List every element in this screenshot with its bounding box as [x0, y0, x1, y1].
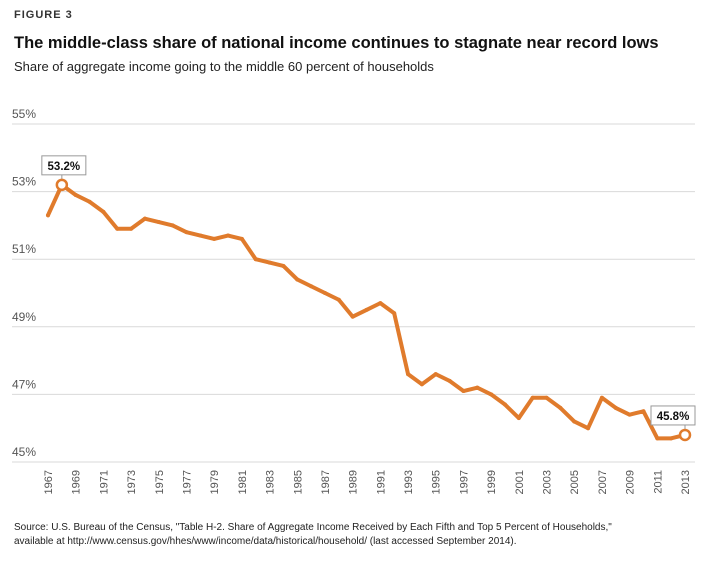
x-axis: 1967 1969 1971 1973 1975 1977 1979 1981 1983 1985… [43, 470, 692, 494]
x-tick-label: 2011 [652, 470, 664, 494]
x-tick-label: 2003 [542, 470, 554, 494]
x-tick-label: 2007 [597, 470, 609, 494]
x-tick-label: 2013 [680, 470, 692, 494]
data-point [101, 209, 106, 214]
annotations-layer: 53.2% 45.8% [41, 155, 696, 442]
y-tick-label: 47% [12, 377, 36, 391]
data-point [267, 260, 272, 265]
data-point [613, 405, 618, 410]
x-tick-label: 1967 [43, 470, 55, 494]
callout-box [650, 405, 696, 426]
x-tick-label: 1981 [237, 470, 249, 494]
data-point [655, 436, 660, 441]
data-point [253, 257, 258, 262]
x-tick-label: 1973 [126, 470, 138, 494]
x-tick-label: 2001 [514, 470, 526, 494]
data-point [322, 291, 327, 295]
data-point [198, 233, 203, 238]
x-tick-label: 1971 [98, 470, 110, 494]
x-tick-label: 1987 [320, 470, 332, 494]
x-tick-label: 1979 [209, 470, 221, 494]
x-tick-label: 1969 [71, 470, 83, 494]
x-tick-label: 1975 [154, 470, 166, 494]
data-point [309, 284, 314, 289]
x-tick-label: 1983 [265, 470, 277, 494]
data-point [295, 277, 300, 282]
data-point [184, 230, 189, 235]
x-tick-label: 1985 [292, 470, 304, 494]
y-tick-label: 45% [12, 445, 36, 459]
chart-subtitle: Share of aggregate income going to the m… [14, 59, 434, 74]
data-point [364, 307, 369, 312]
x-tick-label: 1995 [431, 470, 443, 494]
line-chart: 45%47%49%51%53%55% 1967 1969 1971 1973 1975 1… [12, 107, 696, 494]
data-point [544, 395, 549, 400]
x-tick-label: 1977 [181, 470, 193, 494]
data-point [226, 233, 231, 238]
y-tick-label: 53% [12, 175, 36, 189]
data-point [73, 192, 78, 197]
y-tick-label: 51% [12, 242, 36, 256]
data-point [170, 223, 175, 228]
data-point [378, 301, 383, 306]
callout-label: 45.8% [657, 411, 690, 423]
figure-label: FIGURE 3 [14, 9, 73, 21]
data-point [281, 263, 286, 268]
series-layer [46, 182, 687, 441]
y-tick-label: 55% [12, 107, 36, 121]
data-point [212, 236, 217, 241]
data-point [115, 226, 120, 231]
data-point [516, 416, 521, 421]
x-tick-label: 1989 [348, 470, 360, 494]
x-tick-label: 1991 [375, 470, 387, 494]
y-tick-label: 49% [12, 310, 36, 324]
chart-title: The middle-class share of national incom… [14, 34, 659, 52]
data-point [46, 213, 50, 218]
data-point [669, 436, 674, 441]
callout-box [41, 155, 87, 176]
data-point [350, 314, 355, 319]
callout-label: 53.2% [48, 161, 81, 173]
data-point [461, 389, 466, 394]
data-point [419, 382, 424, 387]
source-line-2: available at http://www.census.gov/hhes/… [14, 536, 517, 547]
data-point [433, 372, 438, 377]
x-tick-label: 1999 [486, 470, 498, 494]
data-point [641, 409, 646, 414]
gridlines [12, 123, 695, 463]
data-point [336, 297, 341, 302]
data-point [502, 402, 507, 407]
x-tick-label: 1997 [458, 470, 470, 494]
data-point [586, 426, 591, 431]
x-tick-label: 2009 [625, 470, 637, 494]
data-point [142, 216, 147, 221]
source-note: Source: U.S. Bureau of the Census, "Tabl… [14, 521, 694, 549]
data-point [489, 392, 494, 397]
data-point [129, 226, 134, 231]
data-point [558, 405, 563, 410]
data-point [239, 236, 244, 241]
highlight-marker [55, 178, 69, 192]
data-point [447, 378, 452, 383]
data-point [392, 311, 397, 316]
highlight-marker [678, 428, 692, 442]
data-point [156, 220, 161, 225]
data-point [599, 395, 604, 400]
data-point [87, 199, 92, 204]
data-point [530, 395, 535, 400]
source-line-1: Source: U.S. Bureau of the Census, "Tabl… [14, 522, 612, 533]
y-axis: 45% 47% 49% 51% 53% 55% [12, 107, 36, 459]
data-point [475, 385, 480, 390]
x-tick-label: 1993 [403, 470, 415, 494]
data-point [572, 419, 577, 424]
x-tick-label: 2005 [569, 470, 581, 494]
data-point [627, 412, 632, 417]
data-point [406, 372, 411, 377]
